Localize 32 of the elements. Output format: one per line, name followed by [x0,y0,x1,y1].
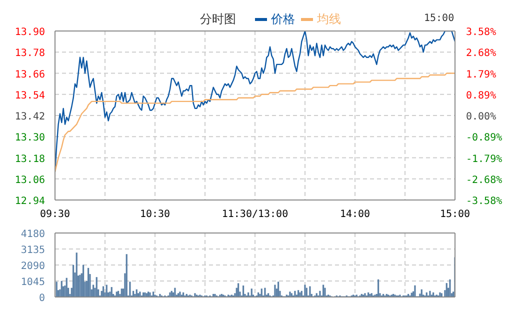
y-tick-label: 13.06 [14,174,45,186]
y2-tick-label: -3.58% [466,196,502,207]
x-tick-label: 10:30 [140,209,170,220]
y-tick-label: 13.42 [14,112,45,122]
y-tick-label: 3135 [20,245,45,256]
x-tick-label: 15:00 [440,209,470,220]
y-tick-label: 4180 [20,229,45,240]
y2-tick-label: 0.89% [466,90,496,102]
y2-tick-label: -1.79% [466,154,502,165]
chart-title: 分时图 [200,11,236,28]
text: 15:00 [424,13,454,24]
y2-tick-label: -0.89% [466,132,502,144]
y-tick-label: 13.30 [14,132,45,144]
y-tick-label: 13.66 [14,69,45,80]
x-tick-label: 11:30/13:00 [222,209,288,220]
y2-tick-label: 3.58% [466,27,496,38]
y-tick-label: 1045 [20,277,45,288]
x-tick-label: 09:30 [40,209,70,220]
legend-label: 价格 [271,11,295,28]
legend-label: 均线 [317,11,341,28]
y2-tick-label: 2.68% [466,48,496,60]
y2-tick-label: 0.00% [466,112,496,122]
y-tick-label: 13.54 [14,90,45,102]
y-tick-label: 2090 [20,261,45,272]
y-tick-label: 13.78 [14,48,45,60]
y-tick-label: 13.90 [14,27,45,38]
y-tick-label: 0 [38,293,45,304]
y2-tick-label: 1.79% [466,69,496,80]
y-tick-label: 13.18 [14,154,45,165]
x-tick-label: 14:00 [340,209,370,220]
y-tick-label: 12.94 [14,196,45,207]
y2-tick-label: -2.68% [466,174,502,186]
